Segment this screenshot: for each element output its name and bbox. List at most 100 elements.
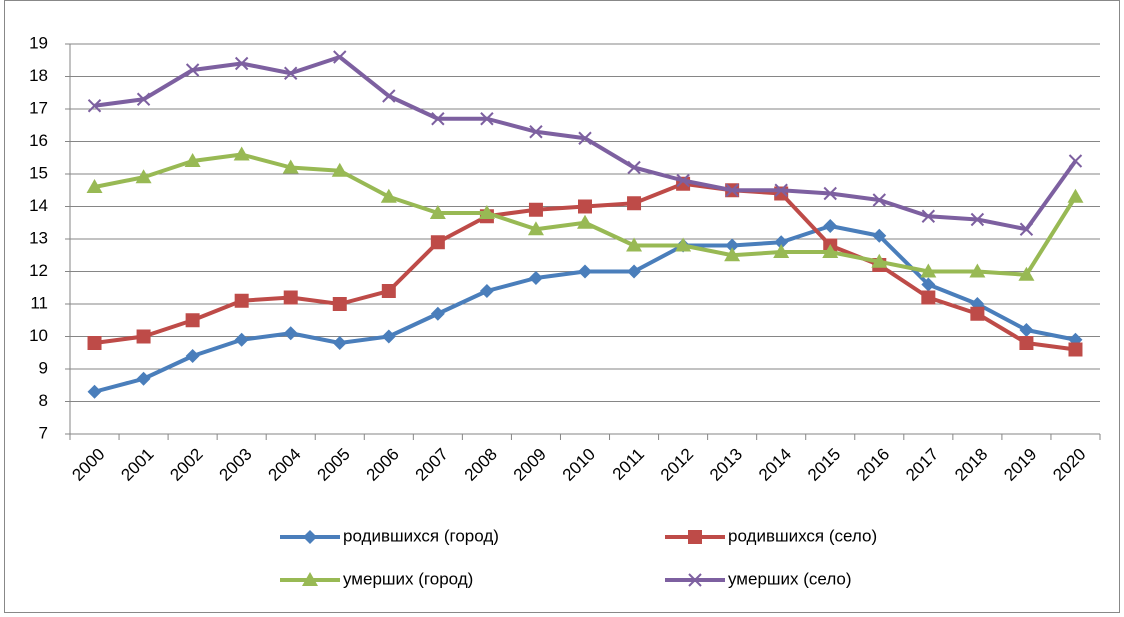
marker <box>480 112 494 126</box>
y-tick-label: 11 <box>30 293 48 312</box>
marker <box>920 263 937 278</box>
marker <box>380 188 397 203</box>
y-tick-label: 18 <box>29 66 48 85</box>
marker <box>1018 266 1035 281</box>
marker <box>429 205 446 219</box>
marker <box>283 326 298 341</box>
legend-label: умерших (город) <box>343 569 473 588</box>
y-tick-label: 8 <box>39 391 48 410</box>
marker <box>774 183 788 197</box>
marker <box>86 179 103 193</box>
marker <box>282 159 299 174</box>
marker <box>87 336 102 350</box>
marker <box>528 271 543 285</box>
marker <box>332 336 347 350</box>
legend-item: родившихся (город) <box>280 526 499 545</box>
marker <box>234 293 249 308</box>
marker <box>234 332 249 347</box>
marker <box>234 56 249 71</box>
marker <box>969 263 986 278</box>
marker <box>1019 222 1034 236</box>
marker <box>1068 154 1083 168</box>
marker <box>333 50 347 64</box>
legend-item: умерших (село) <box>665 569 852 588</box>
marker <box>774 235 789 250</box>
marker <box>823 219 838 233</box>
legend-marker <box>302 572 318 586</box>
y-tick-label: 13 <box>29 228 48 247</box>
marker <box>332 297 347 311</box>
legend-marker <box>303 530 317 544</box>
legend-marker <box>688 573 702 587</box>
marker <box>527 221 544 236</box>
marker <box>136 92 151 106</box>
marker <box>185 313 200 328</box>
marker <box>921 209 936 223</box>
marker <box>479 284 494 298</box>
legend-marker <box>688 530 702 544</box>
marker <box>627 196 642 211</box>
y-tick-label: 16 <box>29 131 48 150</box>
marker <box>578 264 592 279</box>
chart-frame <box>4 0 1120 613</box>
marker <box>822 244 839 258</box>
y-tick-label: 7 <box>39 423 48 442</box>
marker <box>578 199 592 214</box>
marker <box>430 306 445 321</box>
y-tick-label: 17 <box>29 98 48 117</box>
marker <box>381 329 396 344</box>
marker <box>185 63 200 77</box>
marker <box>577 214 593 229</box>
marker <box>823 186 837 201</box>
marker <box>872 193 886 207</box>
marker <box>970 306 985 321</box>
marker <box>970 212 985 227</box>
y-tick-label: 9 <box>39 358 48 377</box>
legend-label: родившихся (город) <box>343 526 499 545</box>
marker <box>284 66 298 80</box>
marker <box>872 228 887 243</box>
marker <box>185 349 200 363</box>
legend-item: умерших (город) <box>280 569 473 588</box>
marker <box>381 284 396 298</box>
marker <box>627 264 642 279</box>
marker <box>87 99 102 113</box>
y-tick-label: 14 <box>29 196 48 215</box>
marker <box>1068 342 1083 357</box>
marker <box>627 160 641 175</box>
y-tick-label: 10 <box>29 326 48 345</box>
marker <box>528 202 543 217</box>
marker <box>136 329 151 344</box>
marker <box>136 371 151 386</box>
marker <box>478 205 495 219</box>
marker <box>529 125 543 139</box>
marker <box>233 146 250 161</box>
marker <box>725 183 739 197</box>
legend-label: умерших (село) <box>728 569 852 588</box>
marker <box>675 237 692 252</box>
y-tick-label: 15 <box>29 163 48 182</box>
marker <box>382 89 396 103</box>
marker <box>921 290 936 305</box>
marker <box>430 235 445 250</box>
legend-label: родившихся (село) <box>728 526 877 545</box>
marker <box>87 384 102 399</box>
marker <box>578 131 592 145</box>
marker <box>184 153 201 167</box>
legend-item: родившихся (село) <box>665 526 877 545</box>
marker <box>1019 336 1034 350</box>
marker <box>921 277 936 292</box>
marker <box>283 290 298 305</box>
marker <box>724 247 741 262</box>
marker <box>331 162 348 177</box>
marker <box>431 112 445 126</box>
marker <box>871 253 888 268</box>
marker <box>1019 323 1034 337</box>
marker <box>135 169 152 184</box>
marker <box>676 173 690 188</box>
marker <box>725 238 740 253</box>
y-tick-label: 19 <box>29 33 48 52</box>
marker <box>773 244 790 258</box>
marker <box>626 237 643 252</box>
